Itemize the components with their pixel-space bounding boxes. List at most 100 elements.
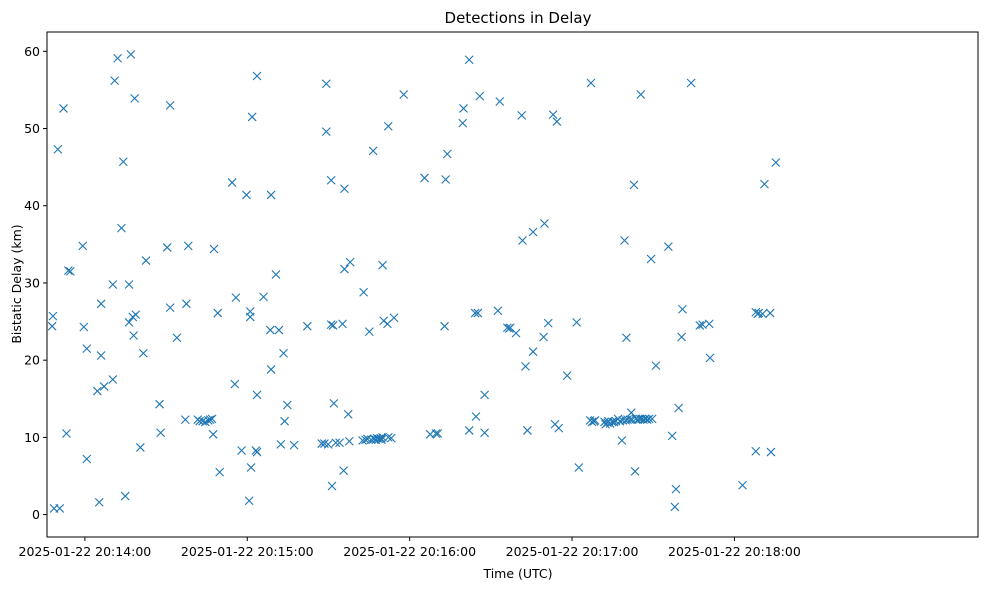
data-point — [480, 428, 490, 438]
data-point — [82, 454, 92, 464]
data-point — [502, 323, 512, 333]
data-point — [495, 97, 505, 106]
chart-title: Detections in Delay — [445, 9, 592, 27]
data-point — [630, 466, 640, 476]
data-point — [442, 149, 452, 159]
data-point — [108, 280, 118, 289]
data-point — [377, 435, 386, 445]
data-point — [758, 309, 767, 319]
data-point — [471, 412, 481, 421]
data-point — [651, 361, 661, 370]
data-point — [252, 71, 262, 81]
x-axis: 2025-01-22 20:14:00 2025-01-22 20:15:00 20… — [19, 537, 801, 559]
data-point — [647, 414, 657, 424]
data-point — [113, 53, 123, 63]
x-tick-label: 2025-01-22 20:16:00 — [343, 544, 476, 559]
y-tick-label: 10 — [24, 430, 40, 445]
data-point — [124, 317, 134, 327]
data-point — [326, 320, 336, 330]
data-point — [528, 227, 538, 237]
data-point — [131, 310, 141, 320]
data-point — [247, 112, 257, 122]
data-point — [399, 90, 409, 99]
data-point — [433, 429, 443, 438]
data-point — [511, 328, 521, 338]
data-point — [640, 414, 650, 424]
marker-layer — [47, 50, 781, 513]
data-point — [259, 292, 268, 302]
data-point — [765, 308, 775, 318]
data-point — [252, 447, 262, 457]
data-point — [705, 353, 715, 363]
data-point — [244, 496, 254, 506]
data-point — [671, 484, 681, 494]
data-point — [364, 327, 374, 336]
data-point — [231, 293, 241, 303]
data-point — [162, 243, 172, 252]
data-point — [92, 386, 102, 396]
y-tick-label: 40 — [24, 198, 40, 213]
y-tick-label: 60 — [24, 44, 40, 59]
x-tick-label: 2025-01-22 20:17:00 — [506, 544, 639, 559]
data-point — [213, 308, 223, 318]
data-point — [302, 321, 312, 331]
data-point — [771, 158, 781, 167]
data-point — [760, 179, 769, 189]
data-point — [215, 467, 225, 477]
data-point — [389, 313, 399, 323]
data-point — [339, 466, 349, 475]
data-point — [587, 417, 597, 427]
y-axis: 0 10 20 30 40 50 60 — [24, 44, 47, 522]
data-point — [237, 446, 246, 455]
data-point — [344, 436, 354, 446]
data-point — [470, 308, 480, 318]
data-point — [321, 79, 331, 89]
y-axis-label: Bistatic Delay (km) — [9, 224, 24, 343]
data-point — [280, 416, 290, 426]
data-point — [667, 431, 677, 441]
data-point — [155, 399, 164, 409]
data-point — [323, 439, 333, 449]
data-point — [644, 414, 654, 424]
data-point — [180, 415, 190, 425]
data-point — [59, 104, 68, 113]
data-point — [345, 257, 355, 267]
data-point — [458, 118, 468, 128]
data-point — [209, 244, 219, 254]
data-point — [338, 319, 347, 329]
data-point — [626, 408, 636, 418]
plot-area — [46, 31, 979, 538]
data-point — [96, 299, 106, 309]
plot-frame — [46, 31, 979, 538]
data-point — [53, 144, 63, 154]
data-point — [328, 321, 338, 330]
data-point — [646, 254, 656, 264]
data-point — [572, 317, 582, 327]
data-point — [246, 463, 256, 472]
data-point — [321, 127, 331, 136]
data-point — [586, 78, 596, 88]
data-point — [420, 173, 429, 183]
data-point — [670, 502, 680, 512]
data-point — [548, 110, 558, 120]
data-point — [156, 428, 166, 438]
data-point — [126, 50, 136, 59]
data-point — [383, 121, 393, 131]
data-point — [326, 175, 336, 185]
data-point — [181, 299, 191, 309]
data-point — [120, 491, 130, 501]
data-point — [94, 497, 104, 507]
x-axis-label: Time (UTC) — [482, 566, 552, 581]
data-point — [518, 236, 527, 245]
data-point — [208, 429, 218, 439]
data-point — [459, 104, 468, 113]
y-tick-label: 30 — [24, 275, 40, 290]
data-point — [440, 321, 449, 331]
data-point — [674, 403, 684, 413]
data-point — [279, 348, 288, 358]
data-point — [82, 344, 92, 353]
data-point — [124, 280, 134, 289]
data-point — [386, 433, 396, 443]
data-point — [431, 429, 441, 438]
